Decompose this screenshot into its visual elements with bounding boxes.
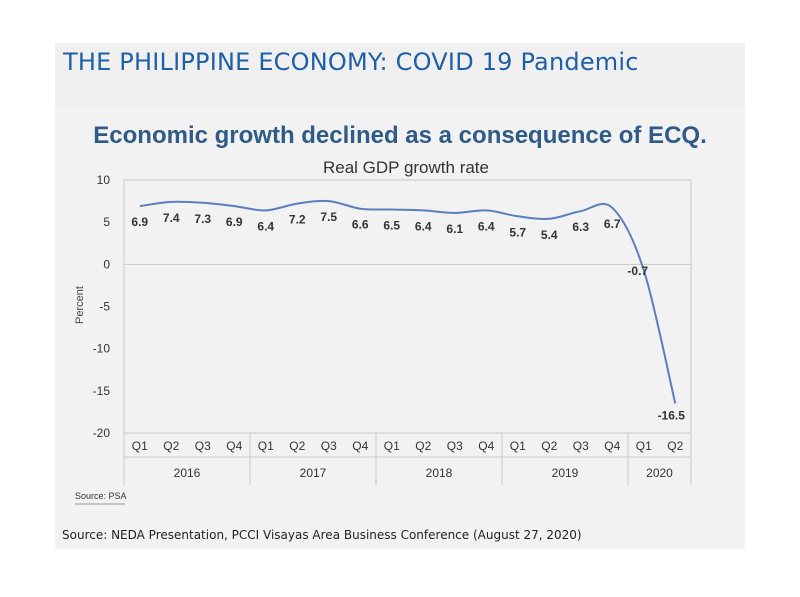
- title-band: THE PHILIPPINE ECONOMY: COVID 19 Pandemi…: [55, 43, 745, 109]
- chart-panel: Economic growth declined as a consequenc…: [55, 109, 745, 507]
- data-label: 7.5: [320, 210, 337, 224]
- data-label: 6.3: [572, 220, 589, 234]
- x-tick-label: Q3: [447, 439, 463, 453]
- year-label: 2020: [646, 466, 673, 480]
- gdp-line-chart: Real GDP growth rate Percent Source: PSA…: [74, 158, 692, 505]
- data-label: -0.7: [627, 264, 648, 278]
- footer-source-note: Source: NEDA Presentation, PCCI Visayas …: [62, 528, 582, 542]
- data-label: 7.4: [163, 211, 180, 225]
- x-tick-label: Q1: [132, 439, 148, 453]
- x-tick-label: Q4: [604, 439, 620, 453]
- x-tick-label: Q2: [541, 439, 557, 453]
- y-tick-label: -10: [93, 342, 111, 356]
- plot-frame: [123, 179, 692, 434]
- data-label: 7.3: [194, 212, 211, 226]
- gdp-growth-series-line: [139, 199, 677, 404]
- year-label: 2019: [552, 466, 579, 480]
- x-tick-label: Q1: [510, 439, 526, 453]
- data-label: 6.7: [604, 217, 621, 231]
- data-label: 6.4: [478, 219, 495, 233]
- y-axis-label: Percent: [74, 286, 86, 324]
- x-tick-label: Q3: [573, 439, 589, 453]
- plot-area: 10 5 0 -5 -10 -15 -20 Q1 Q2 Q3 Q4 2016 Q1 Q2 Q3 Q4 2017 Q…: [93, 173, 692, 485]
- data-label: 5.7: [509, 225, 526, 239]
- data-label: 6.1: [446, 222, 463, 236]
- data-label: 6.6: [352, 218, 369, 232]
- x-tick-label: Q2: [163, 439, 179, 453]
- data-label: 6.9: [131, 215, 148, 229]
- x-tick-label: Q4: [226, 439, 242, 453]
- x-tick-label: Q3: [321, 439, 337, 453]
- year-label: 2017: [300, 466, 327, 480]
- data-label: 6.9: [226, 215, 243, 229]
- x-tick-label: Q1: [258, 439, 274, 453]
- y-tick-label: 10: [97, 173, 111, 187]
- y-tick-label: 0: [103, 257, 110, 271]
- x-tick-label: Q2: [415, 439, 431, 453]
- x-tick-label: Q4: [478, 439, 494, 453]
- footer-band: Source: NEDA Presentation, PCCI Visayas …: [55, 507, 745, 549]
- x-tick-label: Q1: [636, 439, 652, 453]
- chart-source: Source: PSA: [75, 491, 127, 501]
- y-tick-label: -15: [93, 384, 111, 398]
- y-tick-label: -20: [93, 426, 111, 440]
- data-label: 6.4: [415, 219, 432, 233]
- data-label: 6.5: [383, 219, 400, 233]
- year-label: 2018: [426, 466, 453, 480]
- x-tick-label: Q1: [384, 439, 400, 453]
- chart-title: Real GDP growth rate: [323, 158, 489, 177]
- x-tick-label: Q3: [195, 439, 211, 453]
- slide-title: THE PHILIPPINE ECONOMY: COVID 19 Pandemi…: [63, 48, 639, 76]
- data-label: -16.5: [658, 408, 686, 422]
- x-tick-label: Q2: [289, 439, 305, 453]
- data-label: 7.2: [289, 213, 306, 227]
- year-label: 2016: [174, 466, 201, 480]
- x-tick-label: Q4: [352, 439, 368, 453]
- data-label: 5.4: [541, 228, 558, 242]
- y-tick-label: -5: [99, 300, 110, 314]
- x-tick-label: Q2: [667, 439, 683, 453]
- data-label: 6.4: [257, 219, 274, 233]
- chart-headline: Economic growth declined as a consequenc…: [93, 122, 707, 149]
- y-tick-label: 5: [103, 215, 110, 229]
